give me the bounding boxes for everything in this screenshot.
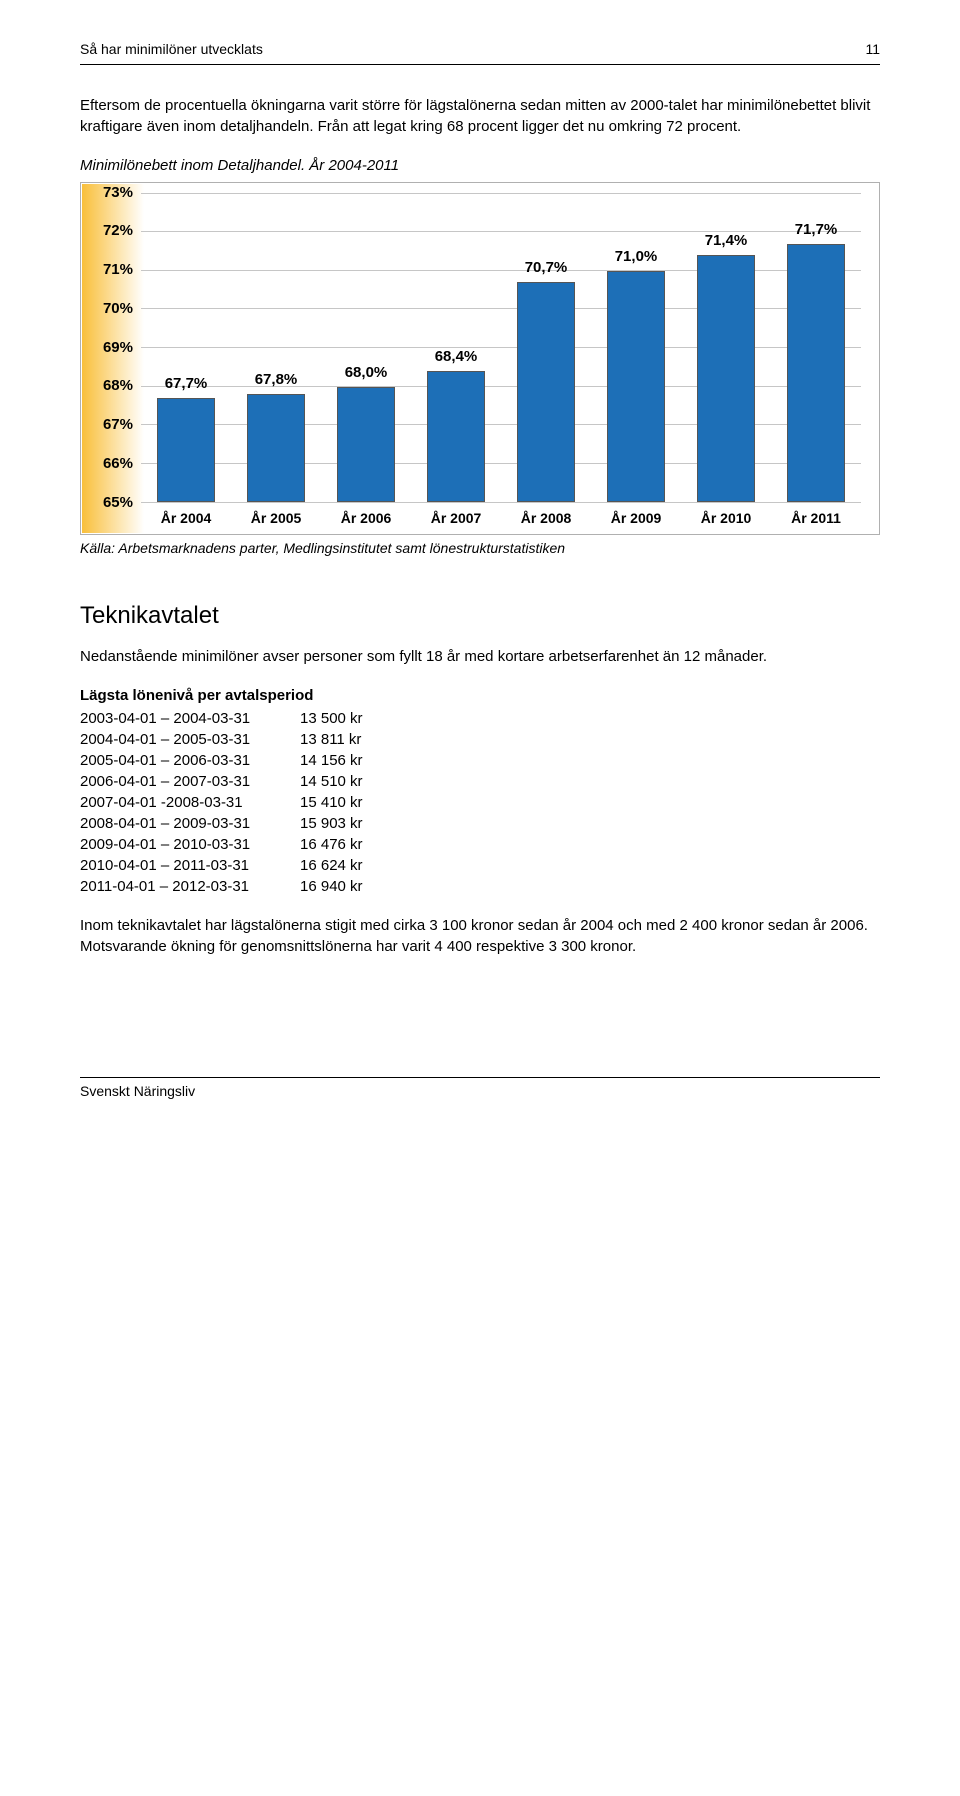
x-tick-label: År 2008 [501,509,591,529]
amount-cell: 13 500 kr [300,708,880,729]
bar-slot: 71,0% [591,193,681,502]
x-axis: År 2004År 2005År 2006År 2007År 2008År 20… [141,503,861,529]
table-row: 2008-04-01 – 2009-03-3115 903 kr [80,813,880,834]
header-title: Så har minimilöner utvecklats [80,40,263,60]
table-row: 2006-04-01 – 2007-03-3114 510 kr [80,771,880,792]
period-cell: 2008-04-01 – 2009-03-31 [80,813,300,834]
section-conclusion: Inom teknikavtalet har lägstalönerna sti… [80,915,880,957]
section-heading: Teknikavtalet [80,599,880,633]
x-tick-label: År 2004 [141,509,231,529]
bar-chart: 73%72%71%70%69%68%67%66%65% 67,7% 67,8% 68… [80,182,880,536]
bar [427,371,485,501]
bar-slot: 67,8% [231,193,321,502]
bar [697,255,755,501]
bar-slot: 68,4% [411,193,501,502]
period-cell: 2006-04-01 – 2007-03-31 [80,771,300,792]
amount-cell: 14 510 kr [300,771,880,792]
bars-container: 67,7% 67,8% 68,0% 68,4% 70,7% 71,0% 71,4% 71,7% [141,193,861,502]
gridline [141,502,861,503]
bar [337,387,395,502]
table-row: 2007-04-01 -2008-03-3115 410 kr [80,792,880,813]
data-label: 68,4% [435,346,478,367]
data-label: 67,7% [165,373,208,394]
bar [247,394,305,501]
footer-org: Svenskt Näringsliv [80,1083,195,1099]
page-number: 11 [865,40,880,60]
bar-slot: 67,7% [141,193,231,502]
page-header: Så har minimilöner utvecklats 11 [80,40,880,65]
data-label: 71,4% [705,230,748,251]
data-label: 70,7% [525,257,568,278]
period-cell: 2004-04-01 – 2005-03-31 [80,729,300,750]
amount-cell: 16 624 kr [300,855,880,876]
wage-table: 2003-04-01 – 2004-03-3113 500 kr2004-04-… [80,708,880,897]
data-label: 71,0% [615,246,658,267]
y-axis: 73%72%71%70%69%68%67%66%65% [89,193,141,503]
table-row: 2011-04-01 – 2012-03-3116 940 kr [80,876,880,897]
x-tick-label: År 2011 [771,509,861,529]
bar-slot: 70,7% [501,193,591,502]
period-cell: 2010-04-01 – 2011-03-31 [80,855,300,876]
x-tick-label: År 2006 [321,509,411,529]
bar [787,244,845,502]
data-label: 67,8% [255,369,298,390]
section-lead: Nedanstående minimilöner avser personer … [80,646,880,667]
bar [517,282,575,501]
amount-cell: 16 940 kr [300,876,880,897]
amount-cell: 16 476 kr [300,834,880,855]
period-cell: 2007-04-01 -2008-03-31 [80,792,300,813]
period-cell: 2005-04-01 – 2006-03-31 [80,750,300,771]
page-footer: Svenskt Näringsliv [80,1077,880,1102]
chart-source: Källa: Arbetsmarknadens parter, Medlings… [80,539,880,559]
bar-slot: 71,7% [771,193,861,502]
intro-paragraph: Eftersom de procentuella ökningarna vari… [80,95,880,137]
table-row: 2010-04-01 – 2011-03-3116 624 kr [80,855,880,876]
table-row: 2004-04-01 – 2005-03-3113 811 kr [80,729,880,750]
period-cell: 2011-04-01 – 2012-03-31 [80,876,300,897]
bar [607,271,665,502]
x-tick-label: År 2010 [681,509,771,529]
table-row: 2009-04-01 – 2010-03-3116 476 kr [80,834,880,855]
data-label: 71,7% [795,219,838,240]
table-heading: Lägsta lönenivå per avtalsperiod [80,685,880,706]
chart-title: Minimilönebett inom Detaljhandel. År 200… [80,155,880,176]
table-row: 2005-04-01 – 2006-03-3114 156 kr [80,750,880,771]
amount-cell: 14 156 kr [300,750,880,771]
period-cell: 2009-04-01 – 2010-03-31 [80,834,300,855]
bar [157,398,215,501]
bar-slot: 68,0% [321,193,411,502]
table-row: 2003-04-01 – 2004-03-3113 500 kr [80,708,880,729]
bar-slot: 71,4% [681,193,771,502]
x-tick-label: År 2005 [231,509,321,529]
data-label: 68,0% [345,362,388,383]
period-cell: 2003-04-01 – 2004-03-31 [80,708,300,729]
plot-area: 67,7% 67,8% 68,0% 68,4% 70,7% 71,0% 71,4% 71,7% [141,193,861,503]
x-tick-label: År 2007 [411,509,501,529]
amount-cell: 13 811 kr [300,729,880,750]
amount-cell: 15 410 kr [300,792,880,813]
x-tick-label: År 2009 [591,509,681,529]
amount-cell: 15 903 kr [300,813,880,834]
